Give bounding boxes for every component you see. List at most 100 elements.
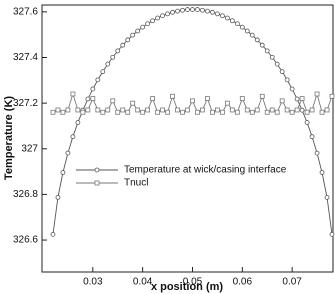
marker xyxy=(125,37,131,43)
marker xyxy=(150,96,156,101)
marker xyxy=(95,107,101,113)
x-tick-label: 0.05 xyxy=(183,277,203,288)
marker xyxy=(145,107,151,113)
marker xyxy=(304,109,310,115)
marker xyxy=(269,54,275,60)
marker xyxy=(304,120,310,125)
marker xyxy=(195,7,200,12)
marker xyxy=(309,134,315,140)
marker xyxy=(155,109,161,115)
marker xyxy=(135,28,141,34)
marker xyxy=(210,109,215,115)
x-tick-label: 0.03 xyxy=(83,277,103,288)
marker xyxy=(284,107,290,113)
marker xyxy=(214,11,220,17)
x-tick-label: 0.07 xyxy=(282,277,302,288)
y-tick-label: 326.6 xyxy=(13,235,38,246)
marker xyxy=(200,7,205,13)
marker xyxy=(284,77,290,83)
x-tick-label: 0.06 xyxy=(233,277,253,288)
marker xyxy=(279,69,285,75)
marker xyxy=(205,96,210,101)
marker xyxy=(70,134,76,140)
marker xyxy=(259,93,265,99)
marker xyxy=(299,96,305,101)
y-tick-label: 327.6 xyxy=(13,6,38,17)
marker xyxy=(219,109,225,115)
marker xyxy=(185,107,190,113)
marker xyxy=(234,21,240,27)
marker xyxy=(55,107,61,113)
y-tick-label: 326.8 xyxy=(13,189,38,200)
marker xyxy=(165,11,170,17)
marker xyxy=(100,69,106,75)
marker xyxy=(90,96,96,101)
marker xyxy=(70,91,76,97)
marker xyxy=(120,42,126,48)
marker xyxy=(50,231,56,237)
marker xyxy=(140,109,146,115)
marker xyxy=(75,120,81,125)
marker xyxy=(264,109,270,115)
marker xyxy=(175,8,180,14)
marker xyxy=(314,91,320,97)
marker xyxy=(314,150,320,156)
marker xyxy=(200,107,205,113)
marker xyxy=(244,28,250,34)
y-tick-label: 327.2 xyxy=(13,98,38,109)
marker xyxy=(80,109,86,115)
marker xyxy=(329,231,335,237)
marker xyxy=(190,7,195,12)
marker xyxy=(274,109,280,115)
marker xyxy=(75,107,81,113)
marker xyxy=(175,107,180,113)
marker xyxy=(249,109,255,115)
x-axis-title: x position (m) xyxy=(151,281,223,293)
marker xyxy=(319,109,325,115)
y-tick-label: 327 xyxy=(21,143,38,154)
marker xyxy=(259,42,265,48)
legend-label: Tnucl xyxy=(124,178,148,189)
marker xyxy=(229,107,235,113)
marker xyxy=(205,8,210,14)
marker xyxy=(65,107,71,113)
marker xyxy=(279,98,285,104)
marker xyxy=(155,15,161,21)
marker xyxy=(60,109,66,115)
marker xyxy=(239,96,245,101)
y-axis-title: Temperature (K) xyxy=(3,96,15,180)
marker xyxy=(195,109,200,115)
marker xyxy=(130,32,136,38)
marker xyxy=(254,37,260,43)
marker xyxy=(324,194,330,200)
marker xyxy=(140,24,146,30)
marker xyxy=(264,48,270,54)
marker xyxy=(190,98,195,104)
marker xyxy=(185,7,190,12)
marker xyxy=(224,100,230,106)
marker xyxy=(85,107,91,113)
marker xyxy=(299,107,305,113)
marker xyxy=(165,109,170,115)
marker xyxy=(115,48,121,54)
marker xyxy=(249,32,255,38)
marker xyxy=(324,107,330,113)
marker xyxy=(214,107,220,113)
marker xyxy=(229,18,235,24)
marker xyxy=(219,13,225,19)
marker xyxy=(94,180,100,186)
marker xyxy=(319,170,325,175)
marker xyxy=(100,109,106,115)
marker xyxy=(95,77,101,83)
series-line xyxy=(52,9,333,235)
marker xyxy=(224,15,230,21)
marker xyxy=(130,100,136,106)
marker xyxy=(309,107,315,113)
marker xyxy=(180,109,185,115)
marker xyxy=(239,24,245,30)
marker xyxy=(160,107,165,113)
marker xyxy=(135,107,141,113)
marker xyxy=(170,93,175,99)
marker xyxy=(274,61,280,67)
